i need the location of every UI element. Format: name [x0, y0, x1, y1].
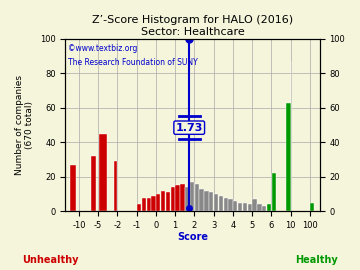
- Bar: [243, 203, 247, 211]
- Bar: [262, 206, 266, 211]
- Text: The Research Foundation of SUNY: The Research Foundation of SUNY: [68, 58, 198, 67]
- Bar: [228, 199, 233, 211]
- Bar: [70, 165, 76, 211]
- Bar: [272, 173, 276, 211]
- Bar: [190, 182, 194, 211]
- Bar: [267, 204, 271, 211]
- Text: 1.73: 1.73: [176, 123, 203, 133]
- Bar: [147, 198, 151, 211]
- Bar: [252, 199, 257, 211]
- Bar: [310, 203, 315, 211]
- Bar: [156, 194, 161, 211]
- Bar: [171, 187, 175, 211]
- Y-axis label: Number of companies
(670 total): Number of companies (670 total): [15, 75, 35, 175]
- Bar: [180, 184, 185, 211]
- Title: Z’-Score Histogram for HALO (2016)
Sector: Healthcare: Z’-Score Histogram for HALO (2016) Secto…: [92, 15, 293, 37]
- Bar: [114, 161, 117, 211]
- Bar: [166, 193, 170, 211]
- Bar: [91, 156, 96, 211]
- Bar: [195, 184, 199, 211]
- Bar: [214, 194, 218, 211]
- Bar: [175, 185, 180, 211]
- Text: Unhealthy: Unhealthy: [22, 255, 78, 265]
- Bar: [99, 134, 107, 211]
- Text: ©www.textbiz.org: ©www.textbiz.org: [68, 44, 138, 53]
- Bar: [219, 196, 223, 211]
- Text: Healthy: Healthy: [296, 255, 338, 265]
- Bar: [161, 191, 165, 211]
- Bar: [209, 193, 213, 211]
- Bar: [233, 201, 238, 211]
- Bar: [286, 103, 291, 211]
- Bar: [142, 198, 146, 211]
- Bar: [199, 189, 204, 211]
- Bar: [137, 204, 141, 211]
- Bar: [204, 191, 208, 211]
- Bar: [185, 187, 189, 211]
- Bar: [257, 204, 261, 211]
- X-axis label: Score: Score: [177, 231, 208, 241]
- Bar: [151, 196, 156, 211]
- Bar: [238, 203, 242, 211]
- Bar: [224, 198, 228, 211]
- Bar: [248, 204, 252, 211]
